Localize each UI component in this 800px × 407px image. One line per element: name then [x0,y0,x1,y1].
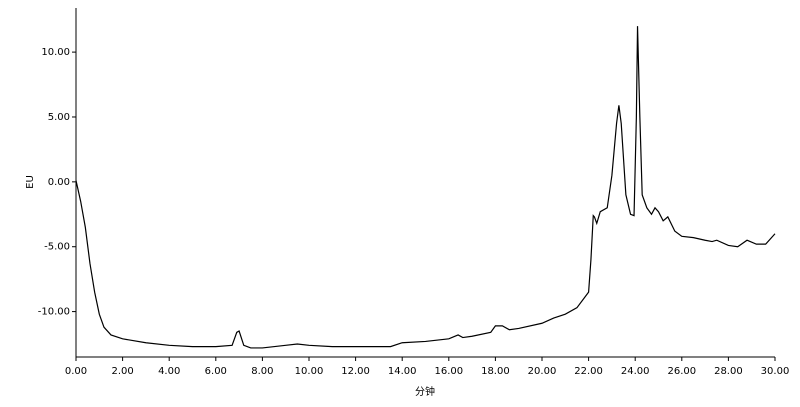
x-tick-label: 20.00 [528,366,557,377]
x-tick-label: 2.00 [111,366,133,377]
x-tick-label: 18.00 [481,366,510,377]
x-tick-label: 8.00 [251,366,273,377]
x-tick-label: 12.00 [341,366,370,377]
y-tick-label: 5.00 [48,112,70,123]
x-axis-label: 分钟 [415,385,435,398]
y-tick-label: 10.00 [41,47,70,58]
x-tick-label: 4.00 [158,366,180,377]
x-tick-label: 30.00 [761,366,790,377]
line [75,26,776,349]
x-tick-label: 14.00 [388,366,417,377]
x-tick-label: 22.00 [574,366,603,377]
x-tick-label: 28.00 [714,366,743,377]
y-axis-label: EU [25,175,36,189]
x-tick-label: 24.00 [621,366,650,377]
x-tick-label: 0.00 [65,366,87,377]
y-tick-label: -10.00 [38,307,70,318]
x-tick-label: 16.00 [434,366,463,377]
x-tick-label: 6.00 [205,366,227,377]
y-tick-label: 0.00 [48,177,70,188]
y-tick-label: -5.00 [44,242,70,253]
x-tick-label: 10.00 [295,366,324,377]
x-tick-label: 26.00 [667,366,696,377]
